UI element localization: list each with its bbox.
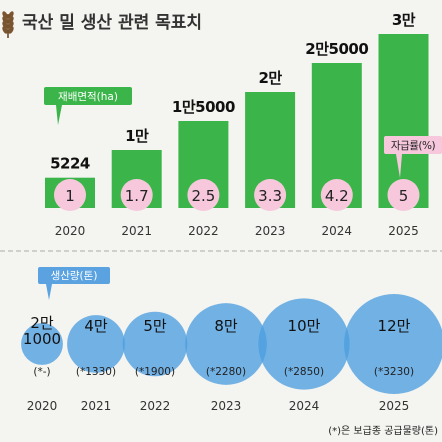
area-value-label: 1만 xyxy=(125,127,149,145)
supply-amount-label: (*1330) xyxy=(76,366,116,378)
year-tick-label: 2022 xyxy=(140,399,171,413)
production-bubble xyxy=(344,294,442,394)
production-value-label: 1000 xyxy=(23,330,61,348)
self-sufficiency-circle xyxy=(120,179,153,211)
self-sufficiency-circle xyxy=(187,179,220,211)
self-sufficiency-circle xyxy=(254,179,287,211)
production-bubble xyxy=(185,303,267,385)
production-legend-tag: 생산량(톤) xyxy=(38,267,110,300)
self-sufficiency-label: 2.5 xyxy=(191,187,215,205)
production-bubble xyxy=(258,298,350,390)
self-sufficiency-label: 1 xyxy=(65,187,75,205)
year-tick-label: 2023 xyxy=(255,224,286,238)
year-tick-label: 2022 xyxy=(188,224,219,238)
area-value-label: 1만5000 xyxy=(172,98,235,116)
area-value-label: 2만 xyxy=(258,69,282,87)
wheat-grain xyxy=(2,26,8,34)
production-bubble xyxy=(67,315,125,373)
year-tick-label: 2025 xyxy=(379,399,410,413)
production-value-label: 2만 xyxy=(30,314,54,332)
production-value-label: 4만 xyxy=(84,317,108,335)
area-tag-box xyxy=(44,87,132,105)
wheat-grain xyxy=(8,26,14,34)
self-sufficiency-circle xyxy=(387,179,420,211)
rate-tag-pointer xyxy=(396,154,402,178)
supply-footnote: (*)은 보급종 공급물량(톤) xyxy=(328,425,438,437)
self-sufficiency-label: 1.7 xyxy=(125,187,149,205)
production-tag-pointer xyxy=(46,284,52,300)
production-value-label: 12만 xyxy=(378,317,411,335)
self-sufficiency-circle xyxy=(54,179,86,211)
production-tag-box xyxy=(38,267,110,284)
supply-amount-label: (*2280) xyxy=(206,366,246,378)
production-bubble xyxy=(122,311,188,377)
self-sufficiency-label: 4.2 xyxy=(325,187,349,205)
year-tick-label: 2025 xyxy=(388,224,419,238)
supply-amount-label: (*-) xyxy=(33,366,50,378)
self-sufficiency-label: 5 xyxy=(399,187,409,205)
production-bubble xyxy=(21,323,63,365)
rate-tag-label: 자급률(%) xyxy=(391,140,436,152)
year-tick-label: 2024 xyxy=(322,224,353,238)
area-value-label: 2만5000 xyxy=(305,40,368,58)
area-value-label: 5224 xyxy=(50,155,90,173)
year-tick-label: 2023 xyxy=(211,399,242,413)
area-legend-tag: 재배면적(ha) xyxy=(44,87,132,125)
self-sufficiency-circle xyxy=(320,179,353,211)
year-tick-label: 2021 xyxy=(81,399,112,413)
production-value-label: 8만 xyxy=(214,317,238,335)
area-tag-label: 재배면적(ha) xyxy=(58,91,118,103)
year-tick-label: 2020 xyxy=(55,224,86,238)
page-title: 국산 밀 생산 관련 목표치 xyxy=(22,12,202,33)
year-tick-label: 2024 xyxy=(289,399,320,413)
rate-legend-tag: 자급률(%) xyxy=(384,136,442,178)
area-value-label: 3만 xyxy=(392,11,416,29)
supply-amount-label: (*3230) xyxy=(374,366,414,378)
production-value-label: 5만 xyxy=(143,317,167,335)
area-bar-chart: 5224 1 2020 1만 1.7 2021 1만5000 2.5 2022 2만 3.3 2023… xyxy=(45,11,429,238)
supply-amount-label: (*1900) xyxy=(135,366,175,378)
area-tag-pointer xyxy=(56,105,62,125)
production-tag-label: 생산량(톤) xyxy=(51,270,98,282)
year-tick-label: 2021 xyxy=(121,224,152,238)
wheat-icon xyxy=(2,11,14,38)
self-sufficiency-label: 3.3 xyxy=(258,187,282,205)
production-value-label: 10만 xyxy=(288,317,321,335)
year-tick-label: 2020 xyxy=(27,399,58,413)
supply-amount-label: (*2850) xyxy=(284,366,324,378)
rate-tag-box xyxy=(384,136,442,154)
